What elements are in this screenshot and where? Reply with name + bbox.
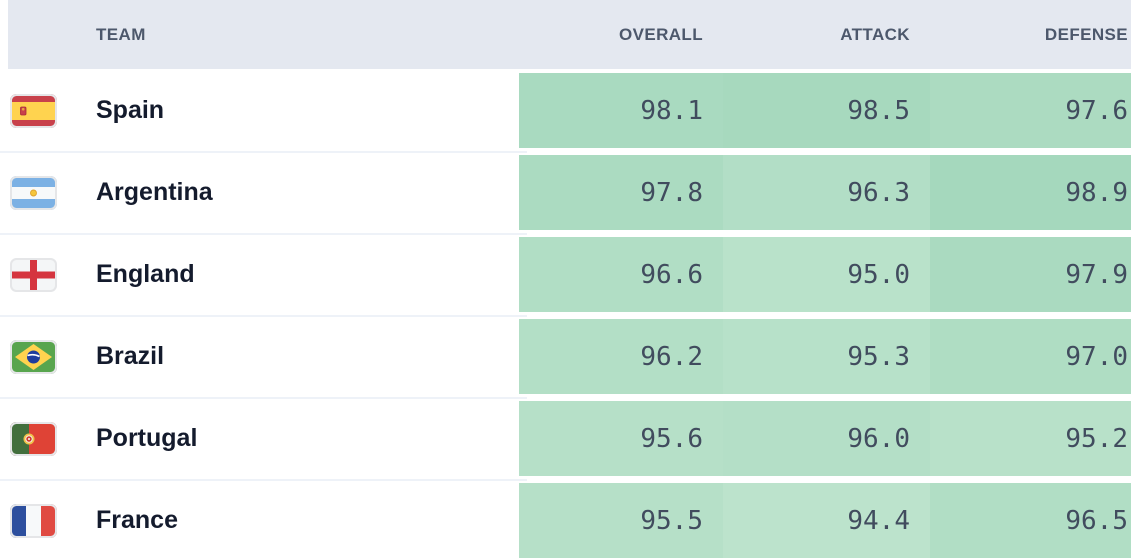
team-cell: Argentina (8, 155, 519, 230)
table-header-row: TEAM OVERALL ATTACK DEFENSE (8, 0, 1138, 69)
team-name: Spain (96, 96, 165, 124)
defense-value-cell: 97.6 (930, 73, 1138, 148)
column-header-defense[interactable]: DEFENSE (1044, 24, 1128, 44)
flag-slot (10, 257, 57, 292)
table-row[interactable]: Brazil 96.2 95.3 97.0 (0, 319, 1138, 399)
table-row[interactable]: England 96.6 95.0 97.9 (0, 237, 1138, 317)
column-header-attack[interactable]: ATTACK (840, 24, 910, 44)
flag-icon-portugal (10, 421, 57, 456)
flag-slot (10, 175, 57, 210)
team-name: Argentina (96, 178, 213, 206)
team-cell: Spain (8, 73, 519, 148)
flag-icon-england (10, 257, 57, 292)
attack-value-cell: 95.3 (723, 319, 930, 394)
overall-value-cell: 95.5 (519, 483, 723, 558)
flag-icon-france (10, 503, 57, 538)
flag-slot (10, 339, 57, 374)
table-row[interactable]: Argentina 97.8 96.3 98.9 (0, 155, 1138, 235)
overall-value-cell: 95.6 (519, 401, 723, 476)
overall-value-cell: 97.8 (519, 155, 723, 230)
overall-value-cell: 96.6 (519, 237, 723, 312)
flag-icon-argentina (10, 175, 57, 210)
right-edge-gutter (1131, 0, 1138, 558)
defense-value-cell: 96.5 (930, 483, 1138, 558)
table-body: Spain 98.1 98.5 97.6 Argentina 97.8 96.3… (0, 73, 1138, 558)
defense-value-cell: 95.2 (930, 401, 1138, 476)
attack-value-cell: 95.0 (723, 237, 930, 312)
table-row[interactable]: Portugal 95.6 96.0 95.2 (0, 401, 1138, 481)
defense-value-cell: 98.9 (930, 155, 1138, 230)
overall-value-cell: 96.2 (519, 319, 723, 394)
team-cell: Portugal (8, 401, 519, 476)
flag-icon-brazil (10, 339, 57, 374)
attack-value-cell: 96.0 (723, 401, 930, 476)
table-row[interactable]: France 95.5 94.4 96.5 (8, 483, 1138, 558)
team-cell: Brazil (8, 319, 519, 394)
team-name: England (96, 260, 195, 288)
flag-slot (10, 421, 57, 456)
flag-icon-spain (10, 93, 57, 128)
overall-value-cell: 98.1 (519, 73, 723, 148)
team-name: France (96, 506, 178, 534)
attack-value-cell: 94.4 (723, 483, 930, 558)
team-cell: France (8, 483, 519, 558)
attack-value-cell: 96.3 (723, 155, 930, 230)
team-cell: England (8, 237, 519, 312)
defense-value-cell: 97.0 (930, 319, 1138, 394)
team-name: Portugal (96, 424, 198, 452)
team-name: Brazil (96, 342, 165, 370)
table-row[interactable]: Spain 98.1 98.5 97.6 (0, 73, 1138, 153)
column-header-overall[interactable]: OVERALL (618, 24, 703, 44)
flag-slot (10, 93, 57, 128)
defense-value-cell: 97.9 (930, 237, 1138, 312)
column-header-team[interactable]: TEAM (96, 24, 146, 44)
attack-value-cell: 98.5 (723, 73, 930, 148)
flag-slot (10, 503, 57, 538)
